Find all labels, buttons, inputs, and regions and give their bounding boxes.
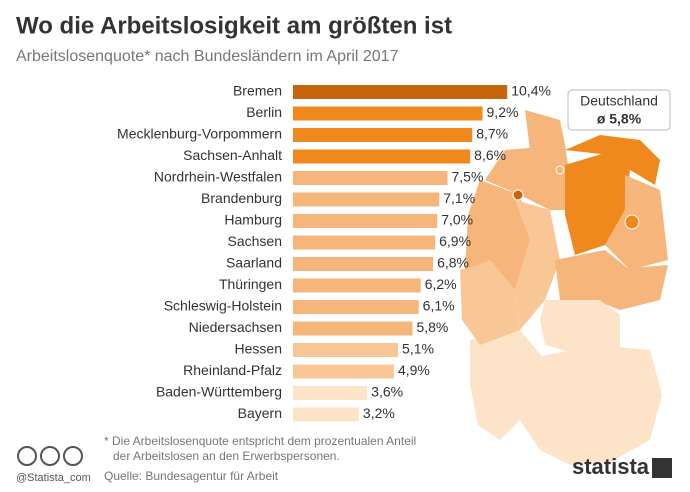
- map-region: [465, 180, 530, 290]
- bar: [293, 407, 359, 422]
- category-label: Niedersachsen: [189, 319, 282, 335]
- map-region: [595, 265, 668, 310]
- map-region: [624, 214, 640, 230]
- map-region: [540, 300, 620, 355]
- category-label: Mecklenburg-Vorpommern: [117, 126, 282, 142]
- category-label: Sachsen-Anhalt: [183, 147, 282, 163]
- bar: [293, 300, 419, 314]
- footnote: der Arbeitslosen an den Erwerbspersonen.: [113, 449, 340, 463]
- bar: [293, 171, 448, 185]
- map-region: [520, 345, 662, 465]
- icon: [17, 446, 37, 466]
- value-label: 5,1%: [402, 341, 434, 357]
- value-label: 4,9%: [398, 362, 430, 378]
- bar: [293, 278, 421, 293]
- callout-text: ø 5,8%: [597, 111, 642, 127]
- bar: [293, 214, 438, 228]
- value-label: 7,5%: [452, 169, 484, 185]
- brand-icon: [652, 458, 672, 478]
- category-label: Sachsen: [228, 233, 282, 249]
- bar: [293, 386, 368, 400]
- icon: [63, 446, 83, 466]
- category-label: Schleswig-Holstein: [164, 298, 282, 314]
- chart-title: Wo die Arbeitslosigkeit am größten ist: [16, 12, 452, 39]
- value-label: 10,4%: [511, 83, 551, 99]
- map-region: [565, 135, 660, 185]
- chart-subtitle: Arbeitslosenquote* nach Bundesländern im…: [16, 48, 399, 65]
- bar: [293, 235, 436, 250]
- value-label: 8,6%: [474, 147, 506, 163]
- bar: [293, 364, 394, 379]
- map-region: [460, 260, 520, 345]
- callout-title: Deutschland: [580, 93, 658, 109]
- source: Quelle: Bundesagentur für Arbeit: [104, 469, 279, 483]
- brand: statista: [572, 454, 650, 479]
- value-label: 6,9%: [439, 233, 471, 249]
- value-label: 3,6%: [371, 384, 403, 400]
- category-label: Bremen: [233, 83, 282, 99]
- map-region: [512, 189, 524, 201]
- bar: [293, 149, 471, 164]
- value-label: 3,2%: [363, 405, 395, 421]
- value-label: 9,2%: [487, 104, 519, 120]
- category-label: Nordrhein-Westfalen: [154, 169, 282, 185]
- bar: [293, 192, 440, 207]
- category-label: Hamburg: [224, 212, 282, 228]
- icon: [40, 446, 60, 466]
- value-label: 7,0%: [441, 212, 473, 228]
- bar: [293, 257, 434, 271]
- map-region: [555, 165, 565, 175]
- callout-box: [567, 89, 671, 131]
- map-region: [515, 200, 560, 330]
- map: [460, 110, 668, 465]
- category-label: Saarland: [226, 255, 282, 271]
- bar: [293, 85, 508, 99]
- value-label: 8,7%: [476, 126, 508, 142]
- category-label: Thüringen: [219, 276, 282, 292]
- bar: [293, 128, 473, 142]
- category-label: Rheinland-Pfalz: [183, 362, 282, 378]
- handle: @Statista_com: [16, 472, 91, 484]
- map-region: [525, 110, 565, 150]
- bar: [293, 343, 399, 357]
- bar: [293, 106, 483, 121]
- value-label: 5,8%: [416, 319, 448, 335]
- category-label: Brandenburg: [201, 190, 282, 206]
- license-icons: [17, 446, 83, 466]
- category-label: Hessen: [235, 341, 282, 357]
- category-label: Berlin: [246, 104, 282, 120]
- footnote: * Die Arbeitslosenquote entspricht dem p…: [104, 434, 416, 448]
- category-label: Baden-Württemberg: [156, 384, 282, 400]
- value-label: 6,2%: [425, 276, 457, 292]
- value-label: 6,1%: [423, 298, 455, 314]
- value-label: 7,1%: [443, 190, 475, 206]
- value-label: 6,8%: [437, 255, 469, 271]
- bar: [293, 321, 413, 336]
- category-label: Bayern: [238, 405, 282, 421]
- map-region: [565, 150, 630, 255]
- map-region: [485, 145, 575, 210]
- map-region: [470, 330, 545, 440]
